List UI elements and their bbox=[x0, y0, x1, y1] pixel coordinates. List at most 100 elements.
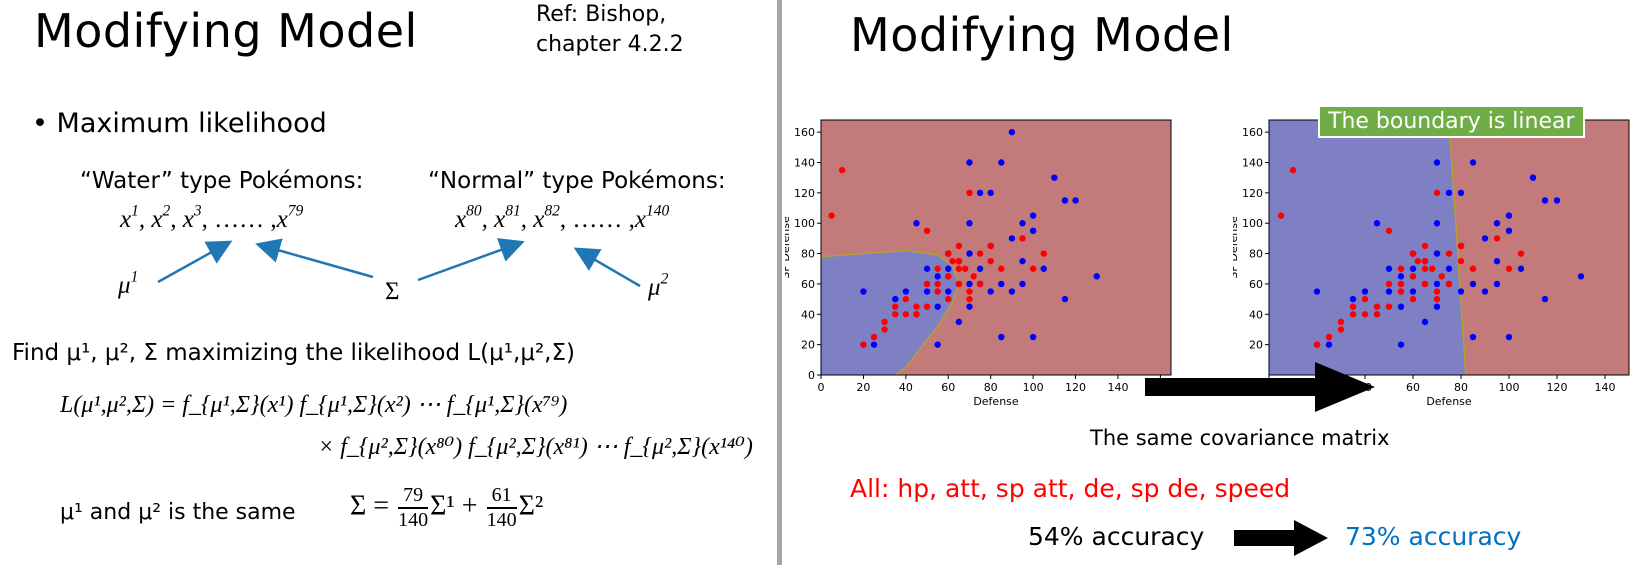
x-tick-label: 80 bbox=[984, 381, 998, 394]
data-point-water bbox=[1313, 288, 1321, 295]
parameter-arrows bbox=[157, 238, 641, 288]
data-point-normal bbox=[913, 303, 920, 310]
data-point-water bbox=[1517, 265, 1525, 272]
data-point-normal bbox=[870, 333, 878, 341]
reference-line-2: chapter 4.2.2 bbox=[536, 32, 684, 57]
data-point-water bbox=[1541, 197, 1549, 204]
likelihood-equation-line-1: L(μ¹,μ²,Σ) = f_{μ¹,Σ}(x¹) f_{μ¹,Σ}(x²) ⋯… bbox=[60, 390, 567, 419]
data-point-normal bbox=[955, 265, 963, 272]
data-point-normal bbox=[1433, 189, 1441, 197]
data-point-normal bbox=[1373, 311, 1381, 318]
data-point-water bbox=[1361, 288, 1369, 295]
data-point-water bbox=[902, 288, 910, 295]
shared-mean-note: μ¹ and μ² is the same bbox=[60, 500, 296, 525]
data-point-normal bbox=[955, 280, 963, 288]
data-point-water bbox=[1457, 189, 1465, 197]
data-point-water bbox=[1040, 265, 1047, 272]
data-point-normal bbox=[1421, 242, 1429, 250]
left-slide-title: Modifying Model bbox=[34, 4, 418, 58]
normal-sample-sequence: x80, x81, x82, …… ,x140 bbox=[455, 202, 670, 233]
data-point-normal bbox=[1040, 250, 1047, 257]
data-point-water bbox=[1529, 174, 1537, 181]
data-point-normal bbox=[934, 280, 941, 288]
data-point-water bbox=[1469, 333, 1477, 341]
data-point-normal bbox=[1385, 227, 1393, 235]
x-tick-label: 140 bbox=[1595, 381, 1616, 394]
data-point-normal bbox=[881, 318, 888, 326]
bullet-text: Maximum likelihood bbox=[56, 108, 327, 139]
data-point-water bbox=[998, 333, 1005, 341]
data-point-normal bbox=[1349, 311, 1357, 318]
y-tick-label: 0 bbox=[808, 369, 815, 382]
right-slide-title: Modifying Model bbox=[850, 8, 1234, 62]
data-point-normal bbox=[1457, 242, 1465, 250]
data-point-water bbox=[1397, 273, 1405, 280]
x-tick-label: 100 bbox=[1499, 381, 1520, 394]
data-point-water bbox=[966, 159, 973, 166]
data-point-water bbox=[955, 318, 963, 326]
data-point-normal bbox=[945, 273, 952, 280]
find-statement: Find μ¹, μ², Σ maximizing the likelihood… bbox=[12, 340, 575, 366]
y-tick-label: 120 bbox=[794, 187, 815, 200]
sigma-symbol: Σ bbox=[385, 278, 400, 305]
data-point-normal bbox=[987, 242, 994, 250]
data-point-water bbox=[892, 295, 899, 303]
data-point-normal bbox=[1361, 311, 1369, 318]
data-point-water bbox=[1008, 128, 1016, 136]
data-point-water bbox=[934, 303, 941, 310]
bullet-item: • Maximum likelihood bbox=[32, 108, 327, 139]
y-axis-label: SP Defense bbox=[785, 216, 792, 279]
plot-caption: The same covariance matrix bbox=[1090, 426, 1390, 450]
y-tick-label: 100 bbox=[1242, 217, 1263, 230]
arrow-sigma-to-water bbox=[255, 238, 374, 279]
shared-covariance-equation: Σ = 79 140 Σ¹ + 61 140 Σ² bbox=[350, 484, 544, 531]
mu1-symbol: μ1 bbox=[118, 268, 139, 299]
data-point-water bbox=[913, 220, 920, 227]
data-point-normal bbox=[1445, 280, 1453, 288]
data-point-normal bbox=[892, 303, 899, 310]
plot-frame bbox=[820, 119, 1172, 376]
data-point-normal bbox=[962, 265, 969, 272]
arrow-mu1-to-water bbox=[157, 240, 233, 284]
data-point-water bbox=[987, 288, 994, 295]
data-point-water bbox=[1505, 333, 1513, 341]
data-point-water bbox=[923, 265, 931, 272]
data-point-water bbox=[1469, 280, 1477, 288]
data-point-water bbox=[1505, 212, 1513, 219]
data-point-normal bbox=[1409, 273, 1417, 280]
data-point-normal bbox=[913, 311, 920, 318]
likelihood-rhs-1: f_{μ¹,Σ}(x¹) f_{μ¹,Σ}(x²) ⋯ f_{μ¹,Σ}(x⁷⁹… bbox=[182, 392, 568, 418]
data-point-normal bbox=[839, 166, 846, 174]
data-point-normal bbox=[966, 295, 973, 303]
data-point-normal bbox=[902, 311, 910, 318]
y-tick-label: 80 bbox=[1249, 248, 1263, 261]
data-point-water bbox=[934, 341, 941, 348]
data-point-normal bbox=[1433, 288, 1441, 295]
data-point-water bbox=[870, 341, 878, 348]
data-point-normal bbox=[1433, 295, 1441, 303]
data-point-normal bbox=[1397, 280, 1405, 288]
data-point-normal bbox=[923, 227, 931, 235]
data-point-normal bbox=[923, 280, 931, 288]
x-tick-label: 20 bbox=[856, 381, 870, 394]
data-point-water bbox=[1433, 303, 1441, 310]
x-axis-label: Defense bbox=[973, 395, 1019, 408]
data-point-water bbox=[1349, 295, 1357, 303]
data-point-water bbox=[1019, 280, 1026, 288]
accuracy-after: 73% accuracy bbox=[1345, 522, 1522, 551]
data-point-normal bbox=[1349, 303, 1357, 310]
data-point-normal bbox=[966, 189, 973, 197]
data-point-water bbox=[1072, 197, 1079, 204]
data-point-normal bbox=[955, 242, 963, 250]
data-point-normal bbox=[970, 273, 977, 280]
data-point-water bbox=[1493, 280, 1501, 288]
comparison-arrow-icon bbox=[1145, 362, 1375, 412]
data-point-water bbox=[1061, 295, 1069, 303]
scatter-plot-linear: 02040608010012014020406080100120140160De… bbox=[1233, 119, 1630, 408]
data-point-water bbox=[1019, 220, 1026, 227]
scatter-plot-quadratic: 0204060801001201401600204060801001201401… bbox=[785, 119, 1172, 408]
data-point-water bbox=[1409, 265, 1417, 272]
data-point-water bbox=[976, 265, 984, 272]
data-point-normal bbox=[1397, 288, 1405, 295]
arrow-sigma-to-normal bbox=[417, 238, 525, 282]
